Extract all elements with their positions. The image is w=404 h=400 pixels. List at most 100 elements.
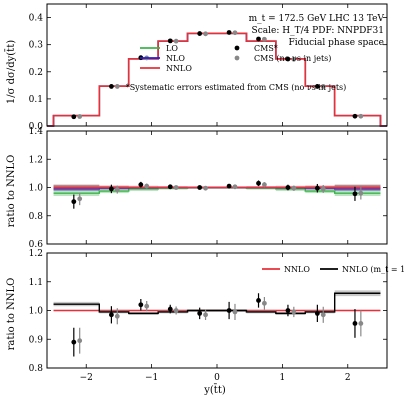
legend-label-lo: LO <box>166 44 178 53</box>
data-point <box>114 313 120 319</box>
y-tick-label: 1.0 <box>29 184 44 194</box>
data-point <box>358 321 364 326</box>
data-point <box>256 36 261 42</box>
ylabel-ratio2: ratio to NNLO <box>6 278 17 351</box>
data-point <box>285 308 291 313</box>
data-point <box>232 184 238 190</box>
data-point <box>256 180 261 186</box>
legend-label: CMS* <box>254 44 278 53</box>
y-tick-label: 0.8 <box>29 364 44 374</box>
legend-label: NNLO (m_t = 171.5 GeV) <box>342 265 404 274</box>
data-point <box>197 185 203 190</box>
data-point <box>173 38 179 44</box>
legend-marker <box>234 45 240 51</box>
data-point <box>358 113 364 119</box>
data-point <box>167 38 173 44</box>
data-point <box>314 310 320 316</box>
data-point <box>226 308 232 313</box>
data-point <box>109 84 114 89</box>
legend-label-nlo: NLO <box>166 54 185 63</box>
x-axis-label: y(t̄t) <box>203 384 226 396</box>
data-point <box>114 84 120 89</box>
data-point <box>358 190 364 196</box>
data-point <box>77 196 83 202</box>
data-point <box>262 182 267 188</box>
data-point <box>173 308 179 313</box>
data-point <box>226 183 232 189</box>
data-point <box>352 321 358 326</box>
annotation-line2: Scale: H_T/4 PDF: NNPDF31 <box>252 26 384 36</box>
data-point <box>144 303 150 309</box>
band-nlo <box>53 185 381 192</box>
data-point <box>232 309 238 315</box>
data-point <box>197 310 203 316</box>
plot-area <box>47 4 387 126</box>
data-point <box>167 306 173 312</box>
panel-ratio2: 0.8 0.9 1.0 1.1 1.2 NNLO NNLO (m_t = 171.5 GeV… <box>29 249 404 374</box>
x-tick-label: 0 <box>214 373 220 383</box>
panel-ratio1: 0.6 0.8 1.0 1.2 1.4 <box>29 127 388 250</box>
data-point <box>291 309 297 315</box>
ylabel-ratio1: ratio to NNLO <box>6 155 17 228</box>
data-point <box>197 31 203 36</box>
data-point <box>173 185 179 190</box>
y-tick-label: 1.2 <box>29 155 43 165</box>
legend-label-nnlo: NNLO <box>166 64 192 73</box>
y-tick-label: 0.0 <box>29 122 44 132</box>
annotation-line3: Fiducial phase space <box>288 38 384 48</box>
y-tick-label: 0.3 <box>29 41 44 51</box>
x-tick-label: 1 <box>280 373 286 383</box>
data-point <box>256 298 261 303</box>
ylabel-main: 1/σ dσ/dy(t̄t) <box>5 40 17 104</box>
legend-label: CMS (no νs in jets) <box>254 54 331 63</box>
data-point <box>232 30 238 36</box>
x-axis: −2 −1 0 1 2 <box>80 373 351 383</box>
x-tick-label: −2 <box>80 373 93 383</box>
data-point <box>167 184 173 190</box>
data-point <box>77 114 83 119</box>
data-point <box>291 185 297 191</box>
data-point <box>203 185 208 191</box>
y-tick-label: 0.1 <box>29 95 43 105</box>
y-tick-label: 0.9 <box>29 335 44 345</box>
data-point <box>320 312 326 318</box>
data-point <box>352 113 358 119</box>
series-nnlo <box>47 32 387 127</box>
data-point <box>314 185 320 191</box>
data-point <box>262 36 267 42</box>
y-tick-label: 0.4 <box>29 14 44 24</box>
y-tick-label: 1.1 <box>29 278 43 288</box>
data-point <box>262 300 267 306</box>
data-point <box>71 114 77 120</box>
data-point <box>291 56 297 62</box>
data-point <box>320 84 326 89</box>
data-point <box>226 30 232 35</box>
y-tick-label: 0.2 <box>29 68 43 78</box>
data-point <box>109 186 114 192</box>
legend-label: NNLO <box>284 265 310 274</box>
data-point <box>109 312 114 318</box>
y-tick-label: 1.0 <box>29 307 44 317</box>
data-point <box>203 312 208 318</box>
data-point <box>138 302 144 308</box>
y-tick-label: 1.4 <box>29 127 44 137</box>
footnote: *Systematic errors estimated from CMS (n… <box>126 83 347 92</box>
data-point <box>77 338 83 344</box>
data-point <box>203 31 208 37</box>
data-point <box>114 187 120 193</box>
y-tick-label: 1.2 <box>29 249 43 259</box>
data-point <box>285 56 291 62</box>
data-point <box>71 199 77 205</box>
x-tick-label: 2 <box>345 373 351 383</box>
data-point <box>144 183 150 189</box>
y-tick-label: 0.8 <box>29 212 44 222</box>
x-tick-label: −1 <box>145 373 158 383</box>
data-point <box>71 339 77 345</box>
data-point <box>285 185 291 190</box>
y-tick-label: 0.6 <box>29 240 44 250</box>
data-point <box>138 182 144 188</box>
band-line-nnlo-m-t-171-5-gev- <box>53 292 381 315</box>
data-point <box>314 84 320 89</box>
